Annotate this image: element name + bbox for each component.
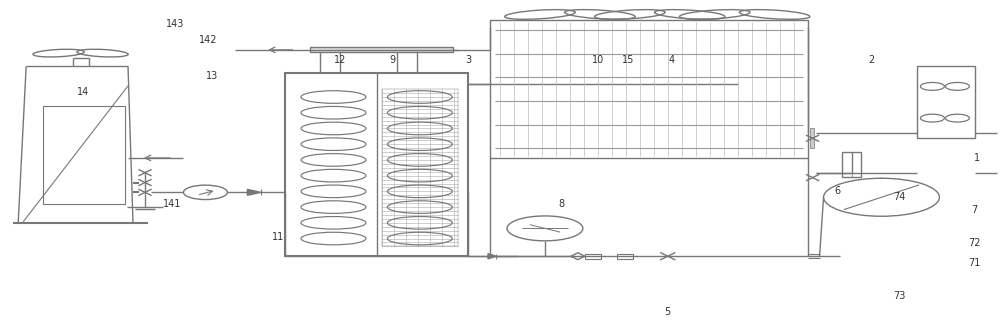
Text: 72: 72	[968, 238, 981, 248]
Text: 10: 10	[592, 55, 604, 65]
Text: 14: 14	[76, 88, 89, 97]
Bar	[810, 128, 814, 148]
Text: 3: 3	[465, 55, 471, 65]
Text: 143: 143	[166, 19, 185, 29]
Text: 5: 5	[665, 307, 671, 317]
Text: 2: 2	[868, 55, 875, 65]
Bar	[617, 254, 633, 259]
Text: 71: 71	[968, 258, 981, 268]
Bar	[285, 73, 468, 256]
Text: 12: 12	[334, 55, 346, 65]
Text: 74: 74	[893, 192, 906, 202]
Text: 13: 13	[206, 71, 219, 81]
Bar	[43, 106, 125, 204]
Polygon shape	[488, 254, 496, 259]
Text: 11: 11	[272, 232, 284, 241]
Bar	[842, 152, 861, 177]
Text: 9: 9	[389, 55, 395, 65]
Text: 15: 15	[622, 55, 634, 65]
Text: 8: 8	[559, 199, 565, 209]
Text: 142: 142	[199, 35, 218, 45]
Text: 1: 1	[974, 153, 980, 163]
Bar	[382, 89, 458, 246]
Text: 73: 73	[893, 291, 906, 301]
Text: 6: 6	[834, 186, 841, 196]
Bar	[490, 20, 808, 158]
Bar	[585, 254, 601, 259]
Text: 7: 7	[971, 205, 977, 215]
Polygon shape	[247, 190, 261, 195]
Bar	[917, 66, 975, 138]
Text: 141: 141	[163, 199, 182, 209]
Bar	[310, 47, 453, 52]
Text: 4: 4	[669, 55, 675, 65]
